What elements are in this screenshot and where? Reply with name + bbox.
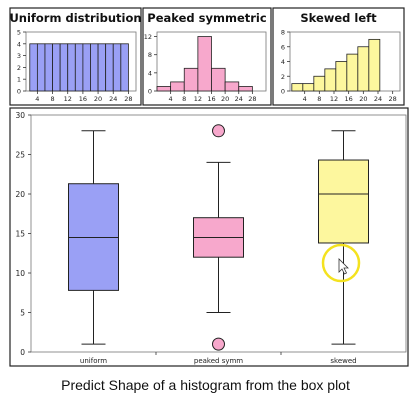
category-label: skewed — [330, 357, 356, 365]
histogram-bar — [357, 46, 370, 92]
histogram-bar — [346, 53, 359, 92]
histogram-bar — [224, 81, 240, 92]
y-tick-label: 20 — [15, 190, 25, 199]
outlier-point — [212, 124, 225, 138]
x-tick-label: 12 — [64, 95, 72, 103]
x-tick-label: 8 — [50, 95, 54, 103]
x-tick-label: 24 — [374, 95, 382, 103]
cursor-arrow-icon — [338, 258, 349, 275]
box-uniform: uniform — [68, 130, 119, 365]
y-tick-label: 4 — [17, 40, 21, 48]
x-tick-label: 16 — [345, 95, 353, 103]
histogram-bar — [112, 43, 122, 92]
histogram-bar — [67, 43, 76, 92]
histogram-bar — [44, 43, 53, 92]
y-tick-label: 25 — [15, 151, 25, 160]
histogram-bar — [52, 43, 61, 92]
histogram-bar — [302, 83, 315, 92]
y-tick-label: 1 — [17, 76, 21, 84]
box-plot-chart: 0 5 10 15 20 25 30 uniform peaked symm skewed — [9, 107, 409, 367]
y-tick-label: 0 — [17, 88, 21, 96]
histogram-bar — [59, 43, 69, 92]
histogram-bar — [97, 43, 107, 92]
histogram-bar — [197, 36, 212, 92]
cursor-highlight-ring — [321, 243, 361, 283]
histogram-bar — [29, 43, 38, 92]
x-tick-label: 12 — [194, 95, 202, 103]
histogram-bar — [238, 86, 253, 92]
histogram-bar — [211, 67, 226, 92]
y-tick-label: 8 — [281, 29, 285, 37]
y-tick-label: 3 — [17, 52, 21, 60]
histogram-bar — [170, 81, 185, 92]
caption: Predict Shape of a histogram from the bo… — [61, 377, 350, 393]
y-tick-label: 30 — [15, 111, 25, 120]
histogram-bar — [335, 61, 348, 92]
x-tick-label: 8 — [182, 95, 186, 103]
y-tick-label: 4 — [148, 69, 152, 77]
histogram-bar — [156, 86, 172, 92]
pointer-cursor — [321, 243, 361, 283]
x-tick-label: 8 — [317, 95, 321, 103]
y-tick-label: 0 — [20, 348, 25, 357]
y-tick-label: 5 — [17, 29, 21, 37]
x-tick-label: 20 — [359, 95, 367, 103]
y-tick-label: 0 — [148, 88, 152, 96]
y-tick-label: 4 — [281, 58, 285, 66]
box-skewed: skewed — [318, 130, 369, 365]
outlier-point — [212, 337, 225, 351]
box-iqr — [318, 159, 369, 244]
histogram-bar — [90, 43, 99, 92]
category-label: peaked symm — [194, 357, 243, 365]
y-tick-label: 5 — [20, 309, 25, 318]
histogram-panel-2: Peaked symmetric 0 4 8 12 4 8 12 16 20 24 28 — [142, 7, 272, 106]
y-tick-label: 15 — [15, 230, 25, 239]
x-tick-label: 4 — [35, 95, 39, 103]
x-tick-label: 4 — [303, 95, 307, 103]
x-tick-label: 28 — [124, 95, 132, 103]
x-tick-label: 16 — [79, 95, 87, 103]
histogram-bar — [291, 83, 304, 92]
x-tick-label: 16 — [207, 95, 215, 103]
y-tick-label: 12 — [144, 33, 152, 41]
y-tick-label: 10 — [15, 269, 25, 278]
x-tick-label: 20 — [221, 95, 229, 103]
y-tick-label: 2 — [281, 73, 285, 81]
x-tick-label: 4 — [169, 95, 173, 103]
x-tick-label: 28 — [248, 95, 256, 103]
y-tick-label: 0 — [281, 88, 285, 96]
histogram-bar — [120, 43, 129, 92]
histogram-bar — [36, 43, 46, 92]
x-tick-label: 24 — [235, 95, 243, 103]
y-tick-label: 6 — [281, 43, 285, 51]
x-tick-label: 12 — [330, 95, 338, 103]
y-tick-label: 2 — [17, 64, 21, 72]
x-tick-label: 24 — [109, 95, 117, 103]
y-tick-label: 8 — [148, 51, 152, 59]
histogram-bar — [82, 43, 91, 92]
histogram-bar — [324, 68, 337, 92]
x-tick-label: 20 — [94, 95, 102, 103]
histogram-bar — [74, 43, 84, 92]
histogram-title: Uniform distribution — [9, 11, 141, 25]
histogram-title: Peaked symmetric — [147, 11, 267, 25]
histogram-bar — [183, 67, 199, 92]
box-peaked-symm: peaked symm — [193, 124, 244, 365]
histogram-bar — [105, 43, 114, 92]
x-tick-label: 28 — [389, 95, 397, 103]
histogram-bar — [368, 38, 381, 92]
histogram-title: Skewed left — [300, 11, 377, 25]
category-label: uniform — [80, 357, 107, 365]
histogram-bar — [313, 75, 326, 92]
